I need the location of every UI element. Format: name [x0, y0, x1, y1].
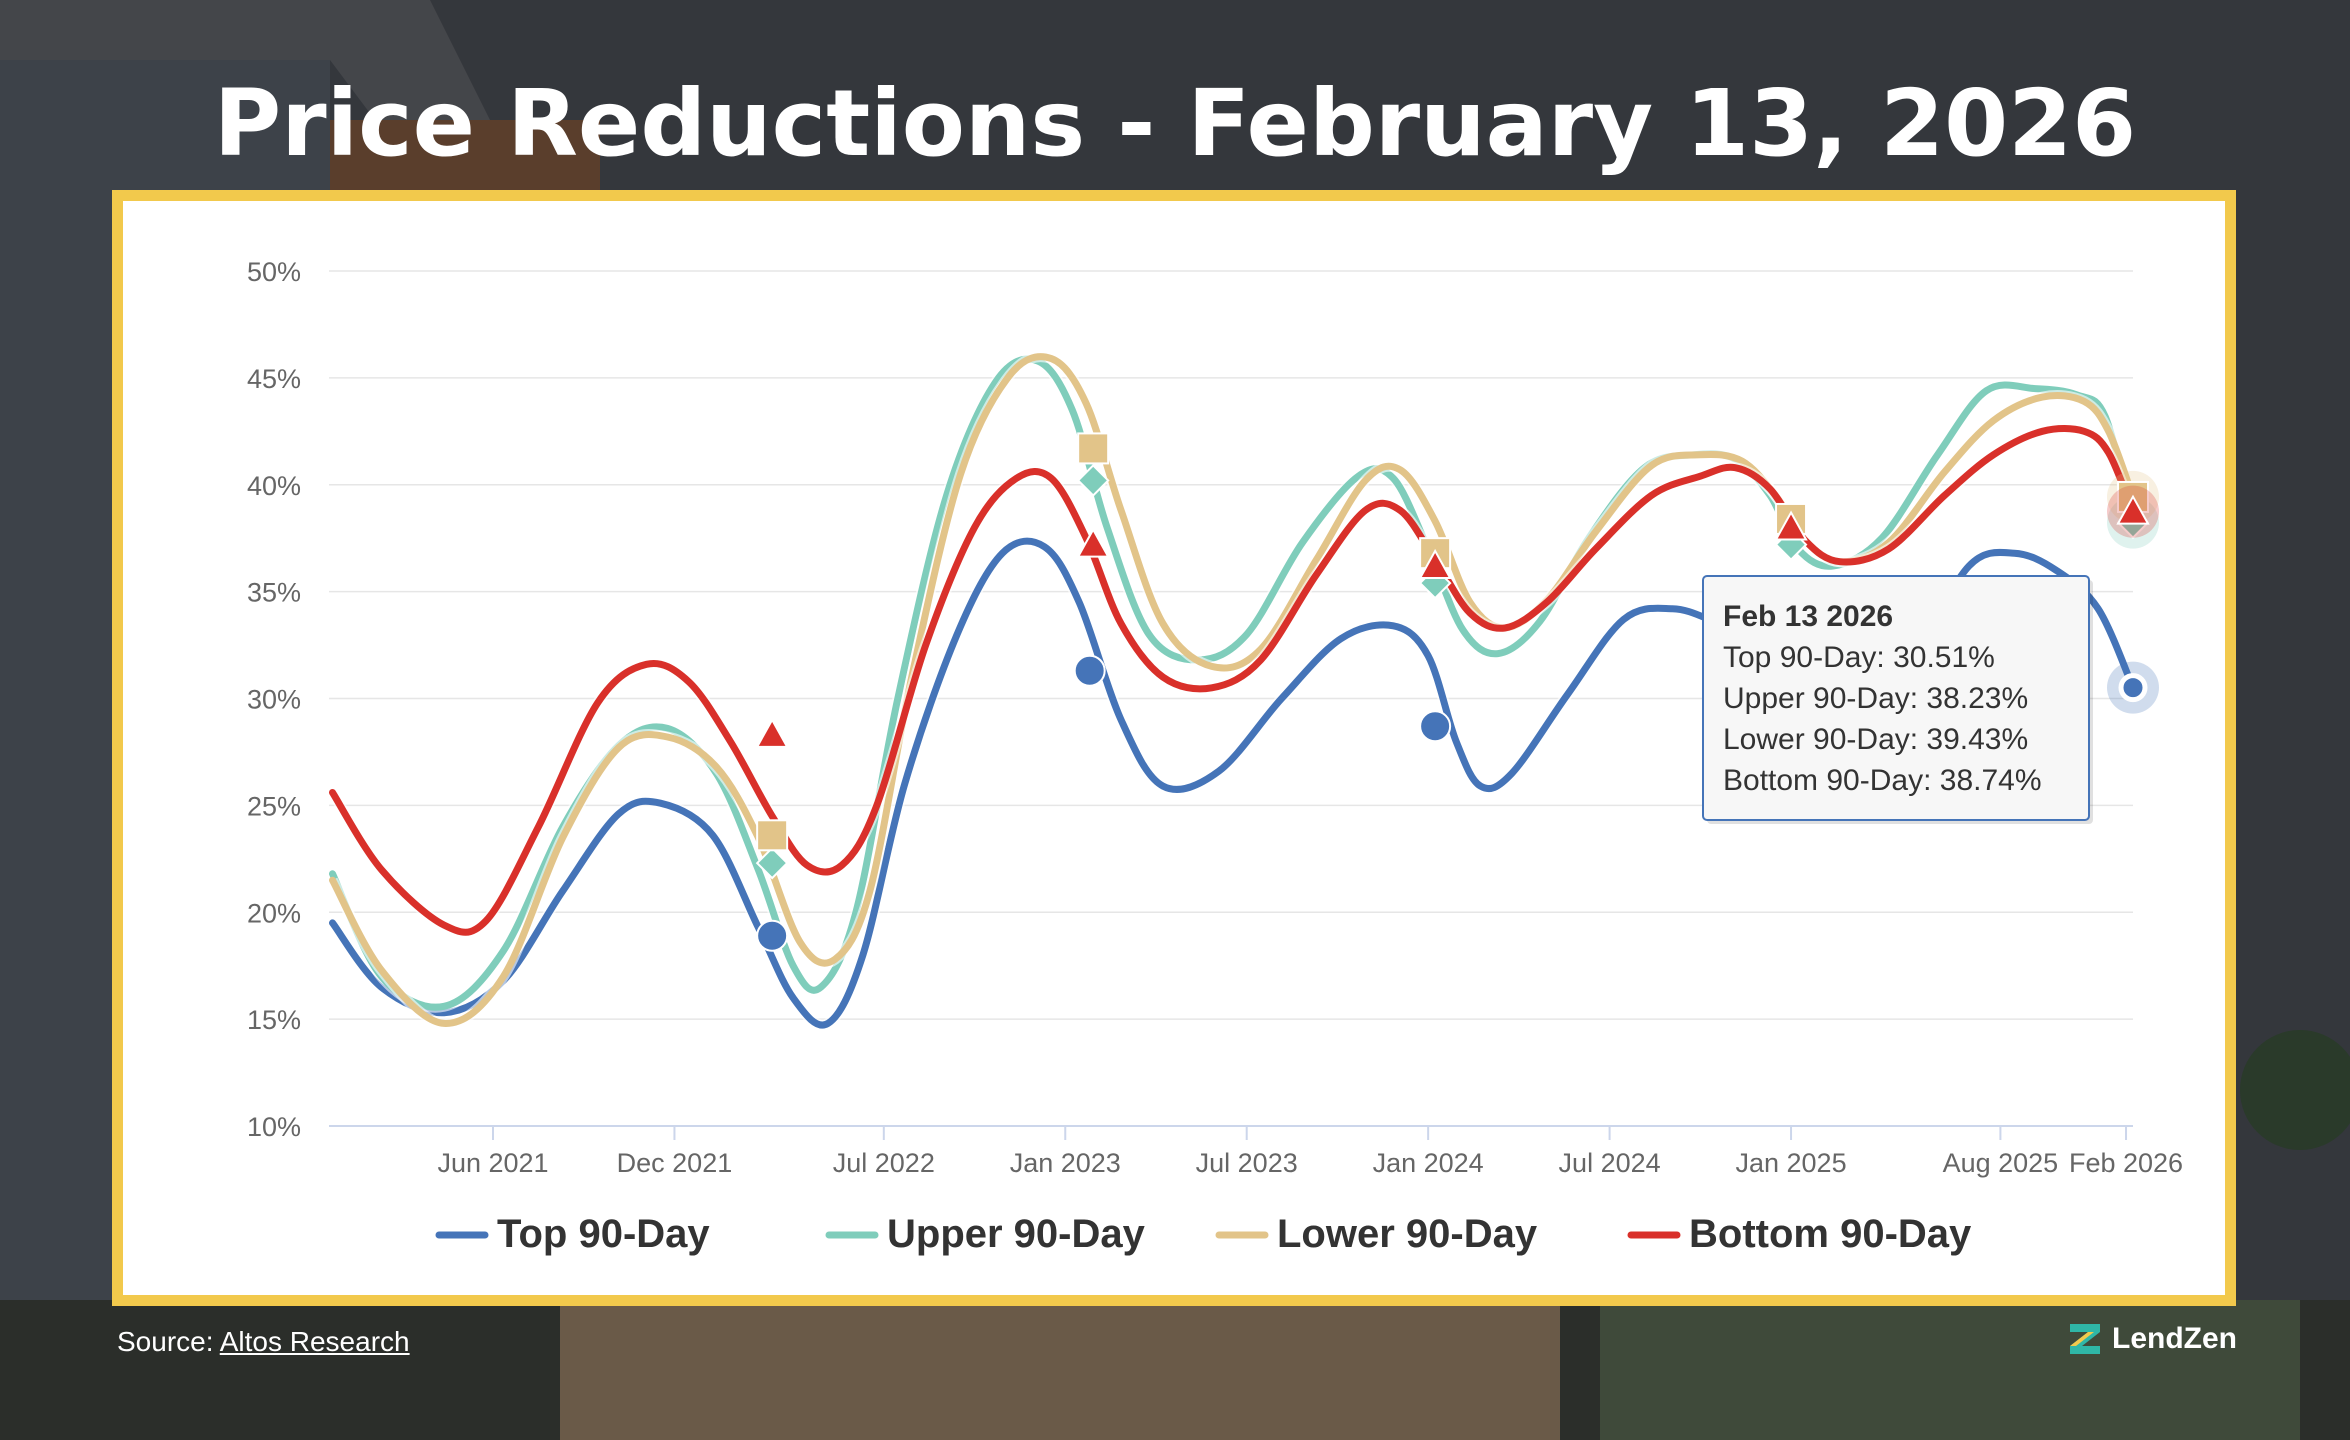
brand-logo: LendZen: [2068, 1322, 2237, 1356]
top-marker[interactable]: [2118, 673, 2148, 703]
y-tick-label: 35%: [247, 578, 301, 608]
y-tick-label: 10%: [247, 1112, 301, 1142]
top-marker[interactable]: [1419, 710, 1452, 743]
x-tick-label: Jan 2024: [1373, 1148, 1484, 1178]
x-tick-label: Dec 2021: [617, 1148, 733, 1178]
x-tick-label: Jul 2023: [1196, 1148, 1298, 1178]
legend-lower-label[interactable]: Lower 90-Day: [1277, 1212, 1538, 1256]
bottom-marker[interactable]: [755, 717, 789, 748]
top-marker[interactable]: [756, 919, 789, 952]
legend-bottom-label[interactable]: Bottom 90-Day: [1689, 1212, 1972, 1256]
upper-marker[interactable]: [1076, 464, 1110, 497]
y-tick-label: 30%: [247, 685, 301, 715]
y-tick-label: 45%: [247, 364, 301, 394]
chart-panel: 10% 15% 20% 25% 30% 35% 40% 45% 50% Jun 2021 Dec 2…: [112, 190, 2236, 1306]
legend-top-label[interactable]: Top 90-Day: [497, 1212, 710, 1256]
upper-marker[interactable]: [755, 846, 789, 880]
source-credit: Source: Altos Research: [117, 1326, 410, 1358]
bottom-series-line[interactable]: [329, 425, 2137, 936]
source-prefix: Source:: [117, 1326, 214, 1357]
tooltip-line: Lower 90-Day: 39.43%: [1723, 723, 2028, 756]
brand-name: LendZen: [2112, 1322, 2237, 1355]
tooltip-line: Upper 90-Day: 38.23%: [1723, 682, 2028, 715]
bottom-marker[interactable]: [1774, 510, 1808, 541]
x-tick-label: Jul 2024: [1559, 1148, 1661, 1178]
x-tick-label: Aug 2025: [1943, 1148, 2059, 1178]
bottom-marker[interactable]: [2116, 494, 2150, 525]
x-tick-label: Jan 2023: [1010, 1148, 1121, 1178]
tooltip-line: Top 90-Day: 30.51%: [1723, 641, 1995, 674]
y-tick-label: 50%: [247, 257, 301, 287]
x-tick-label: Jul 2022: [833, 1148, 935, 1178]
x-tick-label: Jan 2025: [1735, 1148, 1846, 1178]
tooltip-date: Feb 13 2026: [1723, 600, 1893, 633]
lower-marker[interactable]: [756, 819, 789, 852]
source-link[interactable]: Altos Research: [219, 1326, 410, 1357]
y-tick-label: 40%: [247, 471, 301, 501]
y-tick-label: 25%: [247, 791, 301, 821]
x-tick-label: Feb 2026: [2069, 1148, 2183, 1178]
page-title: Price Reductions - February 13, 2026: [213, 70, 2137, 177]
price-reductions-chart: 10% 15% 20% 25% 30% 35% 40% 45% 50% Jun 2021 Dec 2…: [247, 257, 2183, 1256]
lower-marker[interactable]: [1077, 432, 1110, 465]
y-tick-label: 15%: [247, 1005, 301, 1035]
tooltip-box: [1702, 575, 2090, 821]
legend-upper-label[interactable]: Upper 90-Day: [887, 1212, 1146, 1256]
bottom-marker[interactable]: [1418, 548, 1452, 579]
lendzen-logo-icon: [2070, 1324, 2100, 1354]
tooltip-line: Bottom 90-Day: 38.74%: [1723, 764, 2042, 797]
x-tick-label: Jun 2021: [437, 1148, 548, 1178]
top-marker[interactable]: [1073, 654, 1106, 687]
y-tick-label: 20%: [247, 898, 301, 928]
bottom-marker[interactable]: [1076, 527, 1110, 558]
